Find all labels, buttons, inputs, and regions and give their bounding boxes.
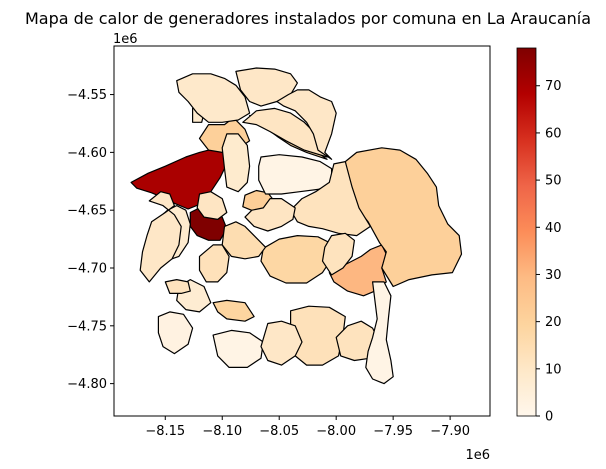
colorbar-ticks: 0 10 20 30 40 50 60 70 <box>536 79 562 425</box>
colorbar-tick-label: 0 <box>545 410 553 425</box>
municipality-region <box>276 89 337 160</box>
x-tick-label: −8.00 <box>316 424 356 439</box>
municipality-region <box>212 299 255 322</box>
colorbar-tick-label: 20 <box>545 315 562 330</box>
municipality-region <box>221 221 267 260</box>
municipality-region <box>321 232 355 276</box>
x-tick-label: −8.10 <box>202 424 242 439</box>
colorbar-tick-label: 10 <box>545 362 562 377</box>
y-axis: −4.80 −4.75 −4.70 −4.65 −4.60 −4.55 <box>67 88 114 392</box>
municipality-region <box>176 73 251 123</box>
municipality-region <box>258 154 333 195</box>
chart-title: Mapa de calor de generadores instalados … <box>25 9 591 28</box>
x-tick-label: −7.90 <box>430 424 470 439</box>
x-axis: −8.15 −8.10 −8.05 −8.00 −7.95 −7.90 <box>145 416 470 439</box>
municipality-region <box>290 161 371 237</box>
x-tick-label: −8.05 <box>259 424 299 439</box>
plot-frame <box>113 45 491 417</box>
municipality-region <box>198 244 230 283</box>
y-tick-label: −4.70 <box>67 262 107 277</box>
municipality-region <box>221 133 251 193</box>
municipality-region <box>244 198 296 232</box>
y-tick-label: −4.80 <box>67 377 107 392</box>
municipality-region <box>157 311 194 355</box>
municipality-region <box>212 329 264 368</box>
municipality-region <box>365 281 394 385</box>
y-tick-label: −4.75 <box>67 319 107 334</box>
colorbar-tick-label: 70 <box>545 79 562 94</box>
municipality-region <box>164 279 191 294</box>
colorbar-tick-label: 30 <box>545 268 562 283</box>
municipality-regions <box>130 67 463 385</box>
x-tick-label: −7.95 <box>373 424 413 439</box>
y-axis-offset-label: 1e6 <box>113 32 138 47</box>
y-tick-label: −4.60 <box>67 146 107 161</box>
municipality-region <box>344 147 463 288</box>
municipality-region <box>139 191 182 283</box>
y-tick-label: −4.55 <box>67 88 107 103</box>
colorbar-tick-label: 50 <box>545 174 562 189</box>
colorbar: 0 10 20 30 40 50 60 70 <box>516 47 562 425</box>
municipality-region <box>260 320 303 366</box>
x-axis-offset-label: 1e6 <box>465 448 490 463</box>
x-tick-label: −8.15 <box>145 424 185 439</box>
y-tick-label: −4.65 <box>67 204 107 219</box>
colorbar-gradient <box>516 47 537 417</box>
colorbar-tick-label: 60 <box>545 126 562 141</box>
municipality-region <box>196 191 228 220</box>
colorbar-tick-label: 40 <box>545 221 562 236</box>
map-plot-area <box>113 45 491 417</box>
